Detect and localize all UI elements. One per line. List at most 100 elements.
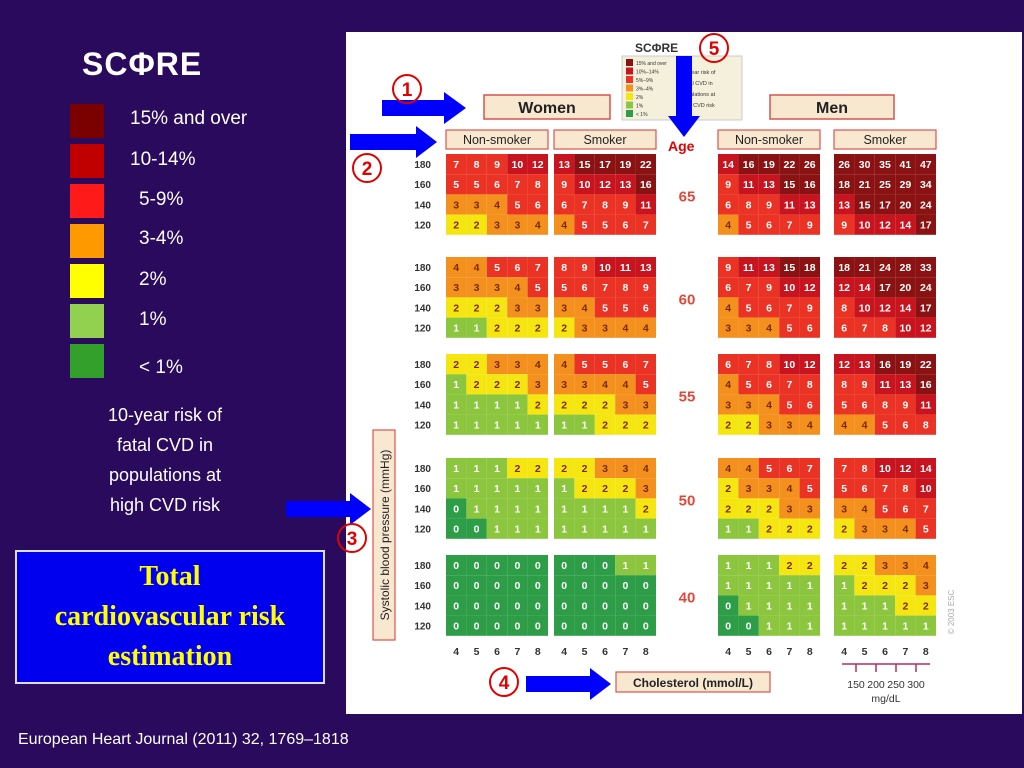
risk-cell bbox=[834, 354, 855, 375]
mgdl-tick-label: 200 bbox=[867, 679, 885, 691]
risk-value: 8 bbox=[474, 159, 480, 171]
risk-cell bbox=[554, 615, 575, 636]
risk-cell bbox=[527, 257, 548, 278]
risk-cell bbox=[635, 394, 656, 415]
risk-cell bbox=[554, 194, 575, 215]
cholesterol-box bbox=[615, 671, 771, 693]
risk-value: 10 bbox=[512, 159, 524, 171]
risk-value: 2 bbox=[602, 483, 608, 495]
risk-value: 6 bbox=[862, 399, 868, 411]
mini-legend-label: < 1% bbox=[636, 112, 648, 118]
risk-cell bbox=[466, 317, 487, 338]
risk-cell bbox=[594, 214, 616, 235]
risk-cell bbox=[527, 297, 548, 318]
risk-cell bbox=[507, 354, 528, 375]
risk-value: 5 bbox=[807, 483, 813, 495]
risk-cell bbox=[874, 374, 896, 395]
risk-cell bbox=[527, 498, 548, 519]
risk-value: 2 bbox=[725, 420, 731, 432]
risk-cell bbox=[574, 174, 595, 195]
risk-cell bbox=[574, 317, 595, 338]
risk-value: 9 bbox=[643, 282, 649, 294]
citation: European Heart Journal (2011) 32, 1769–1… bbox=[18, 731, 349, 748]
risk-cell bbox=[834, 414, 855, 435]
risk-cell bbox=[507, 174, 528, 195]
risk-value: 1 bbox=[807, 600, 813, 612]
risk-value: 12 bbox=[900, 463, 912, 475]
risk-cell bbox=[854, 478, 875, 499]
risk-value: 18 bbox=[804, 262, 816, 274]
risk-cell bbox=[758, 615, 780, 636]
risk-value: 1 bbox=[622, 560, 628, 572]
risk-cell bbox=[446, 374, 467, 395]
risk-cell bbox=[574, 458, 595, 479]
risk-cell bbox=[758, 297, 780, 318]
risk-cell bbox=[527, 394, 548, 415]
total-risk-text: Total cardiovascular risk estimation bbox=[55, 557, 285, 677]
risk-value: 0 bbox=[602, 600, 608, 612]
risk-cell bbox=[799, 354, 820, 375]
mini-note-line: fatal CVD in bbox=[683, 81, 712, 87]
risk-cell bbox=[486, 257, 508, 278]
risk-cell bbox=[554, 394, 575, 415]
risk-cell bbox=[854, 317, 875, 338]
sbp-label: 180 bbox=[414, 160, 431, 171]
risk-value: 10 bbox=[784, 359, 796, 371]
risk-cell bbox=[915, 615, 936, 636]
risk-cell bbox=[799, 595, 820, 616]
risk-cell bbox=[486, 414, 508, 435]
risk-cell bbox=[554, 555, 575, 576]
risk-value: 0 bbox=[474, 621, 480, 633]
risk-cell bbox=[615, 317, 636, 338]
risk-cell bbox=[915, 595, 936, 616]
risk-value: 4 bbox=[902, 524, 908, 536]
risk-value: 7 bbox=[786, 302, 792, 314]
marker-4: 4 bbox=[489, 667, 519, 697]
score-title: SCΦRE bbox=[82, 46, 203, 82]
risk-cell bbox=[615, 595, 636, 616]
risk-value: 5 bbox=[746, 302, 752, 314]
risk-value: 9 bbox=[766, 282, 772, 294]
risk-value: 7 bbox=[862, 323, 868, 335]
risk-value: 1 bbox=[514, 503, 520, 515]
risk-value: 5 bbox=[582, 359, 588, 371]
risk-value: 10 bbox=[579, 179, 591, 191]
risk-value: 1 bbox=[514, 483, 520, 495]
risk-value: 6 bbox=[582, 282, 588, 294]
risk-cell bbox=[574, 214, 595, 235]
risk-value: 4 bbox=[725, 220, 731, 232]
risk-value: 3 bbox=[561, 302, 567, 314]
mini-legend-swatch bbox=[626, 93, 633, 100]
risk-cell bbox=[574, 154, 595, 175]
risk-value: 16 bbox=[743, 159, 755, 171]
risk-cell bbox=[466, 374, 487, 395]
risk-cell bbox=[554, 414, 575, 435]
risk-cell bbox=[738, 595, 759, 616]
risk-cell bbox=[554, 518, 575, 539]
y-axis-box bbox=[372, 429, 396, 641]
sbp-label: 160 bbox=[414, 484, 431, 495]
risk-value: 3 bbox=[514, 302, 520, 314]
risk-value: 0 bbox=[514, 560, 520, 572]
risk-value: 0 bbox=[535, 621, 541, 633]
risk-value: 1 bbox=[786, 580, 792, 592]
risk-cell bbox=[758, 478, 780, 499]
risk-cell bbox=[915, 154, 936, 175]
risk-value: 2 bbox=[725, 503, 731, 515]
risk-value: 7 bbox=[643, 359, 649, 371]
risk-cell bbox=[554, 317, 575, 338]
risk-cell bbox=[895, 317, 916, 338]
risk-value: 22 bbox=[640, 159, 652, 171]
risk-cell bbox=[466, 555, 487, 576]
risk-value: 8 bbox=[902, 483, 908, 495]
risk-value: 1 bbox=[602, 503, 608, 515]
sbp-label: 140 bbox=[414, 303, 431, 314]
risk-value: 19 bbox=[620, 159, 632, 171]
risk-value: 0 bbox=[474, 600, 480, 612]
marker-2: 2 bbox=[352, 153, 382, 183]
risk-value: 9 bbox=[841, 220, 847, 232]
risk-cell bbox=[779, 575, 800, 596]
risk-cell bbox=[915, 374, 936, 395]
risk-cell bbox=[758, 194, 780, 215]
risk-value: 2 bbox=[862, 580, 868, 592]
